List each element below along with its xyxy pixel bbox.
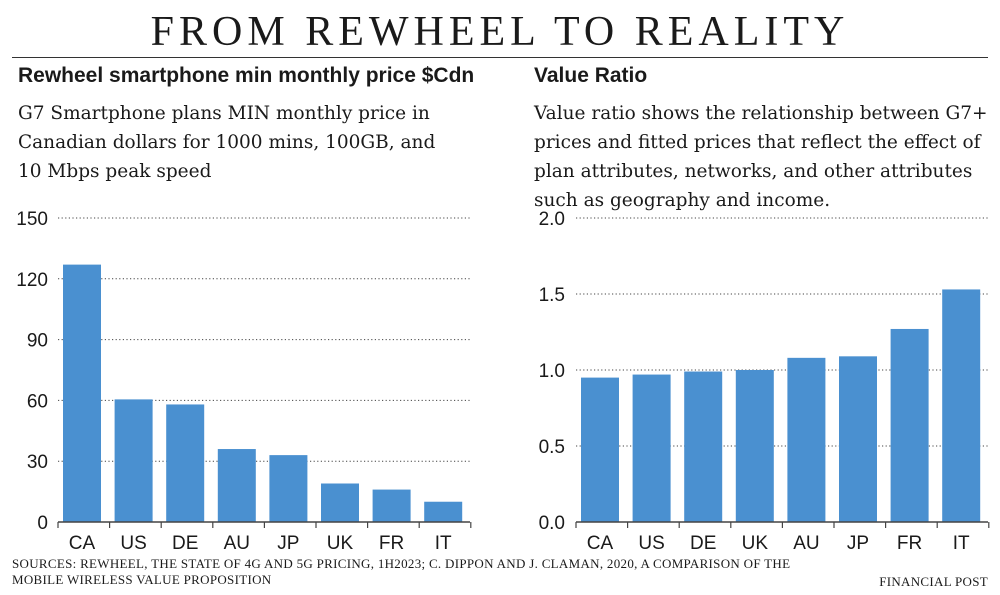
price-category-label: FR bbox=[379, 533, 404, 554]
price-bar-fr bbox=[372, 489, 411, 522]
title-divider bbox=[12, 57, 988, 58]
price-bar-chart: 0 30 60 90 120 150 CA US DE AU JP UK FR IT bbox=[16, 209, 472, 554]
price-y-tick-label: 90 bbox=[27, 331, 48, 352]
value-ratio-bar-chart: 0.0 0.5 1.0 1.5 2.0 CA US DE UK AU JP FR IT bbox=[539, 209, 990, 554]
price-category-label: DE bbox=[172, 533, 198, 554]
price-bar-it bbox=[424, 501, 463, 522]
ratio-category-label: IT bbox=[953, 533, 970, 554]
ratio-y-tick-label: 1.5 bbox=[539, 285, 565, 306]
ratio-y-tick-label: 1.0 bbox=[539, 361, 565, 382]
ratio-category-label: JP bbox=[847, 533, 869, 554]
ratio-bar-jp bbox=[839, 356, 877, 522]
ratio-bar-it bbox=[942, 289, 981, 522]
ratio-category-label: US bbox=[638, 533, 664, 554]
price-bar-uk bbox=[321, 483, 359, 522]
page-title: FROM REWHEEL TO REALITY bbox=[150, 9, 850, 55]
credit-label: FINANCIAL POST bbox=[879, 574, 988, 589]
price-y-tick-label: 120 bbox=[16, 270, 48, 291]
price-bar-ca bbox=[63, 264, 101, 522]
price-bar-us bbox=[114, 399, 153, 522]
price-y-tick-label: 30 bbox=[27, 452, 48, 473]
ratio-y-tick-label: 0.0 bbox=[539, 513, 565, 534]
price-y-tick-label: 150 bbox=[16, 209, 48, 230]
ratio-bar-us bbox=[632, 374, 671, 522]
right-chart-subtitle: Value ratio shows the relationship betwe… bbox=[534, 103, 988, 211]
ratio-bar-ca bbox=[581, 377, 619, 522]
price-category-label: CA bbox=[69, 533, 96, 554]
price-category-label: IT bbox=[435, 533, 452, 554]
ratio-bar-de bbox=[684, 371, 723, 522]
ratio-category-label: AU bbox=[793, 533, 819, 554]
price-category-label: AU bbox=[224, 533, 250, 554]
ratio-category-label: UK bbox=[742, 533, 769, 554]
price-bar-jp bbox=[269, 455, 308, 522]
price-category-label: JP bbox=[277, 533, 299, 554]
ratio-y-tick-label: 0.5 bbox=[539, 437, 565, 458]
price-bar-de bbox=[166, 404, 205, 522]
price-y-tick-label: 0 bbox=[37, 513, 48, 534]
price-category-label: UK bbox=[327, 533, 354, 554]
ratio-bar-au bbox=[787, 357, 826, 522]
left-chart-subtitle: G7 Smartphone plans MIN monthly price in… bbox=[18, 103, 436, 182]
ratio-bar-uk bbox=[735, 370, 774, 522]
ratio-category-label: DE bbox=[690, 533, 716, 554]
ratio-bar-fr bbox=[890, 328, 929, 522]
price-y-tick-label: 60 bbox=[27, 391, 48, 412]
right-chart-title: Value Ratio bbox=[534, 64, 648, 87]
ratio-y-tick-label: 2.0 bbox=[539, 209, 565, 230]
ratio-category-label: FR bbox=[897, 533, 922, 554]
ratio-category-label: CA bbox=[587, 533, 614, 554]
price-bar-au bbox=[217, 449, 256, 522]
sources-note: SOURCES: REWHEEL, THE STATE OF 4G AND 5G… bbox=[12, 556, 791, 587]
left-chart-title: Rewheel smartphone min monthly price $Cd… bbox=[18, 64, 475, 87]
price-category-label: US bbox=[120, 533, 146, 554]
